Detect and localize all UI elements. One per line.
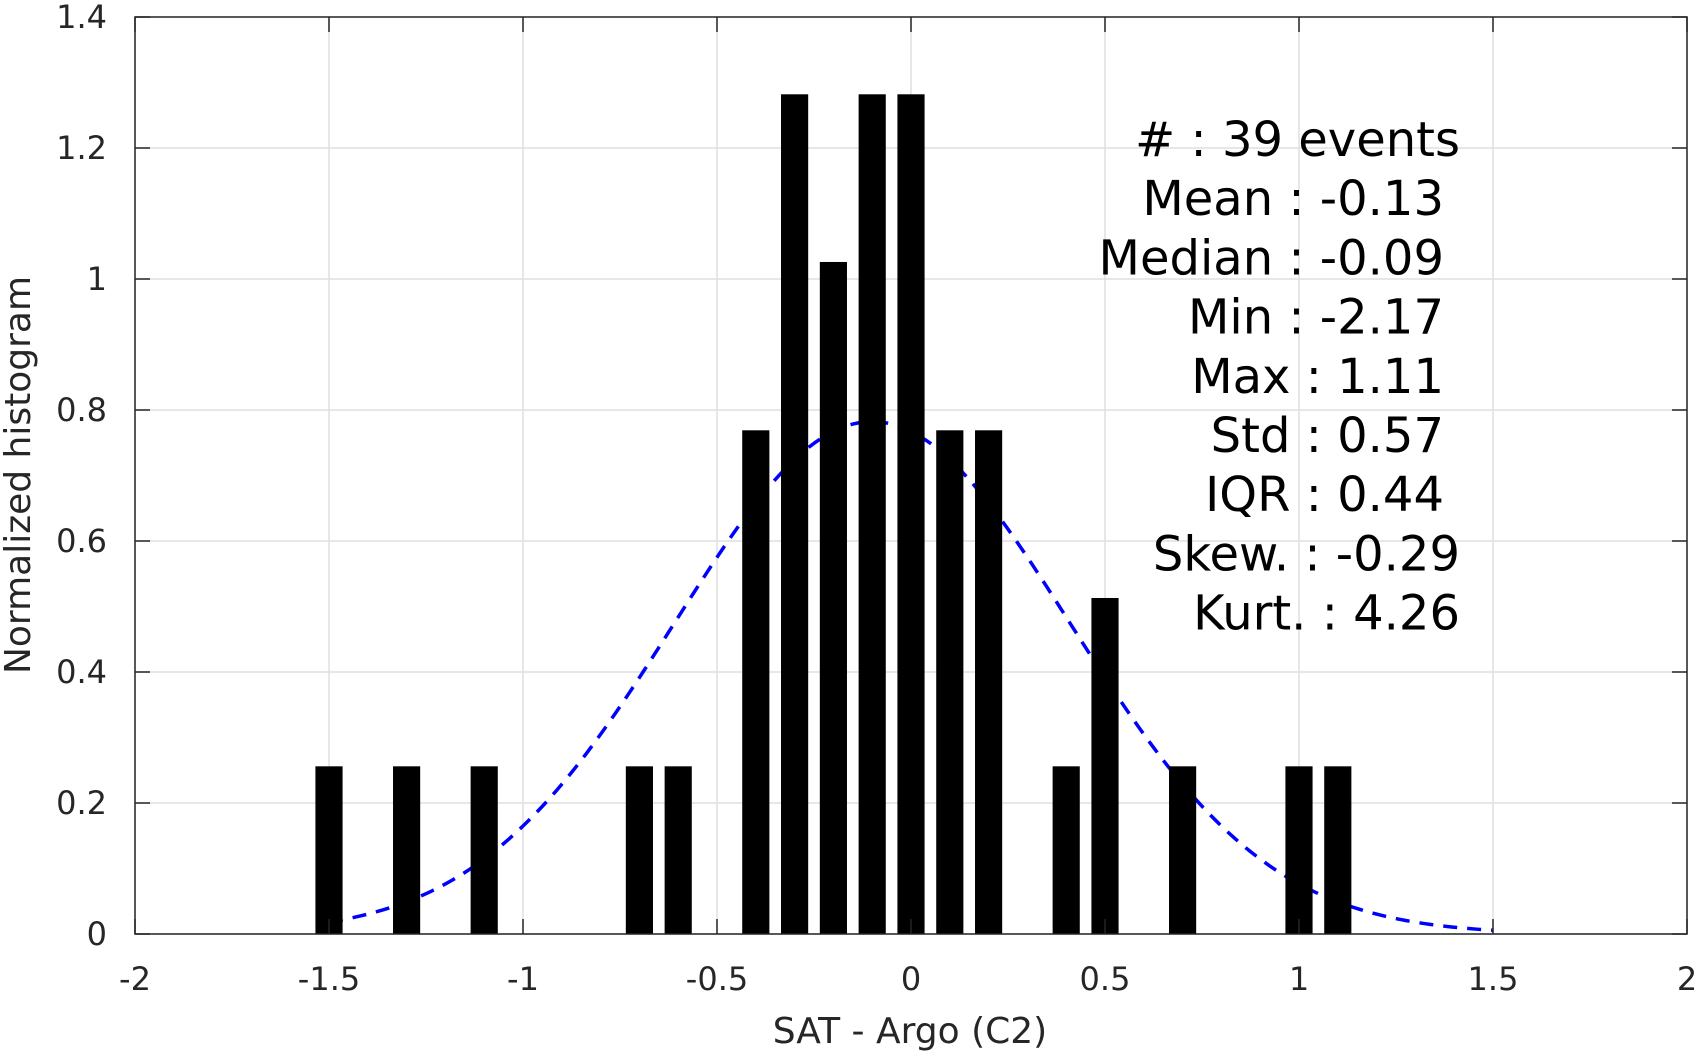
x-tick-label: 1 — [1289, 960, 1309, 998]
stat-line: Max : 1.11 — [1191, 349, 1444, 405]
y-tick-label: 1.2 — [56, 129, 107, 167]
y-tick-label: 1.4 — [56, 0, 107, 36]
histogram-bar — [742, 430, 770, 934]
histogram-bar — [315, 766, 343, 934]
stat-line: Median : -0.09 — [1099, 230, 1444, 286]
x-tick-label: 0 — [901, 960, 921, 998]
x-tick-label: 1.5 — [1468, 960, 1519, 998]
histogram-bar — [1285, 766, 1313, 934]
y-tick-label: 1 — [87, 260, 107, 298]
x-tick-label: -2 — [119, 960, 151, 998]
stat-line: IQR : 0.44 — [1205, 467, 1444, 523]
histogram-bar — [1091, 597, 1119, 934]
stat-line: Skew. : -0.29 — [1153, 526, 1460, 582]
histogram-bar — [1052, 766, 1080, 934]
histogram-bar — [393, 766, 421, 934]
x-axis-label: SAT - Argo (C2) — [773, 1011, 1047, 1052]
histogram-bars — [315, 94, 1352, 935]
x-tick-label: -1.5 — [298, 960, 360, 998]
histogram-bar — [1169, 766, 1197, 934]
stat-line: Std : 0.57 — [1211, 408, 1444, 464]
y-axis-label: Normalized histogram — [0, 276, 39, 674]
normal-fit-curve-group — [328, 419, 1494, 933]
x-tick-label: 0.5 — [1080, 960, 1131, 998]
stat-line: # : 39 events — [1135, 112, 1460, 168]
x-tick-label: 2 — [1677, 960, 1697, 998]
histogram-bar — [897, 94, 925, 935]
histogram-bar — [1324, 766, 1352, 934]
histogram-bar — [470, 766, 498, 934]
normal-fit-curve — [328, 419, 1494, 933]
y-tick-label: 0.4 — [56, 653, 107, 691]
x-tick-label: -1 — [507, 960, 539, 998]
y-tick-label: 0.6 — [56, 522, 107, 560]
y-tick-labels: 0 0.2 0.4 0.6 0.8 1 1.2 1.4 — [56, 0, 107, 953]
axes — [134, 16, 1688, 935]
stat-line: Min : -2.17 — [1188, 290, 1444, 346]
histogram-bar — [975, 430, 1003, 934]
histogram-bar — [664, 766, 692, 934]
y-tick-label: 0 — [87, 915, 107, 953]
histogram-bar — [781, 94, 809, 935]
stat-line: Mean : -0.13 — [1142, 171, 1444, 227]
histogram-bar — [625, 766, 653, 934]
histogram-bar — [858, 94, 886, 935]
histogram-bar — [819, 261, 847, 935]
histogram-bar — [936, 430, 964, 934]
y-tick-label: 0.8 — [56, 391, 107, 429]
y-tick-label: 0.2 — [56, 784, 107, 822]
x-tick-label: -0.5 — [686, 960, 748, 998]
stat-line: Kurt. : 4.26 — [1193, 586, 1460, 642]
x-tick-labels: -2 -1.5 -1 -0.5 0 0.5 1 1.5 2 — [119, 960, 1697, 998]
